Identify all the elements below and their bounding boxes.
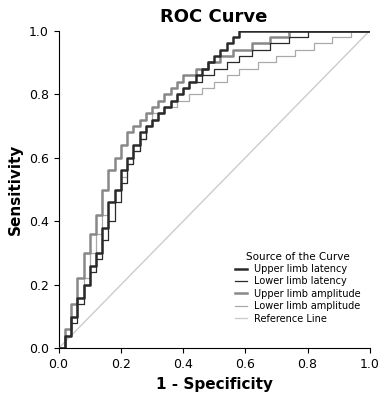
- X-axis label: 1 - Specificity: 1 - Specificity: [156, 377, 273, 392]
- Legend: Upper limb latency, Lower limb latency, Upper limb amplitude, Lower limb amplitu: Upper limb latency, Lower limb latency, …: [231, 248, 365, 328]
- Y-axis label: Sensitivity: Sensitivity: [8, 144, 23, 235]
- Title: ROC Curve: ROC Curve: [161, 8, 268, 26]
